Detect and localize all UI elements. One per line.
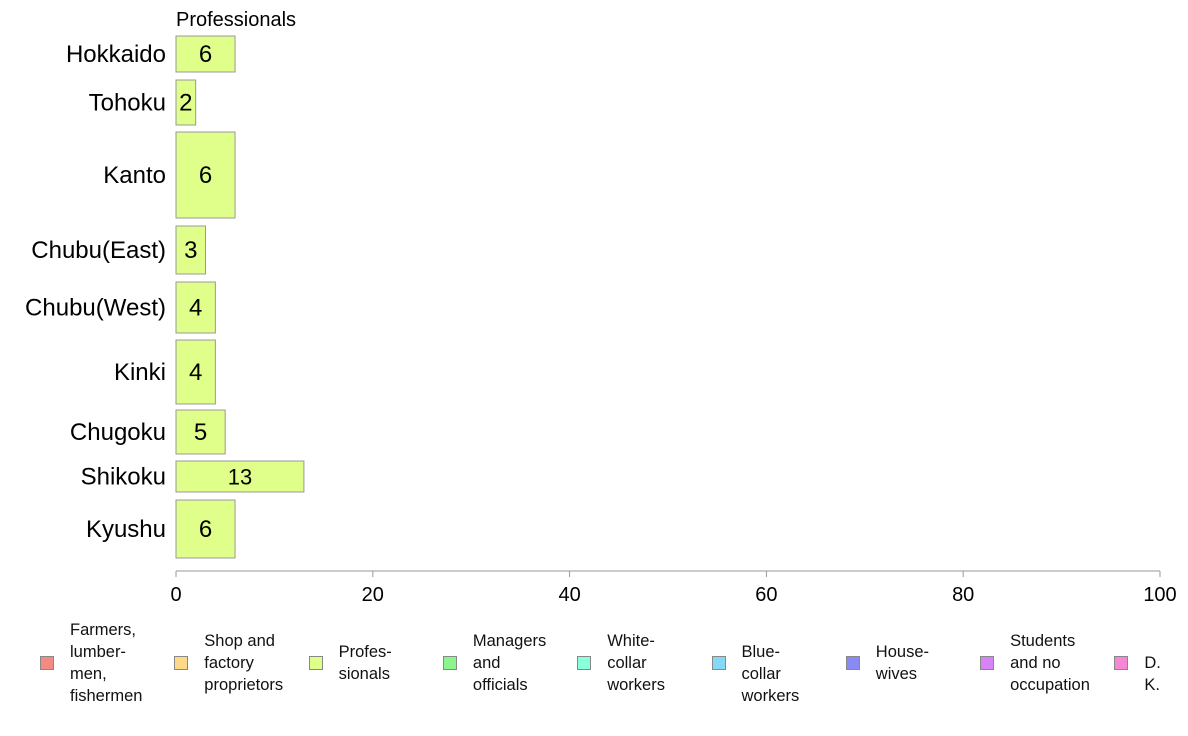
category-label: Chubu(West)	[25, 295, 166, 322]
legend-label: Students and no occupation	[1010, 632, 1090, 694]
category-label: Shikoku	[81, 464, 166, 491]
bar-value-label: 5	[194, 419, 207, 446]
bar-value-label: 4	[189, 295, 202, 322]
legend-swatch	[711, 656, 726, 670]
legend-label: Profes- sionals	[338, 643, 392, 683]
bar-value-label: 2	[179, 90, 192, 117]
bar-chugoku	[175, 409, 226, 455]
x-tick-label: 0	[170, 584, 181, 606]
legend-label: White- collar workers	[607, 632, 665, 694]
bar-chart: Professionals Hokkaido 6 Tohoku 2 Kanto 6 Chub…	[25, 9, 1177, 606]
legend-label: Shop and factory proprietors	[204, 632, 284, 694]
legend-label: Managers and officials	[472, 632, 547, 694]
bar-chubu-west	[175, 281, 216, 334]
bar-value-label: 6	[199, 162, 212, 189]
legend-swatch	[845, 656, 860, 670]
legend-swatch	[40, 656, 54, 670]
category-label: Chubu(East)	[31, 237, 166, 264]
category-label: Kinki	[114, 359, 166, 386]
bar-value-label: 6	[199, 41, 212, 68]
x-axis: 0 20 40 60 80 100	[170, 570, 1177, 606]
category-label: Kyushu	[86, 516, 166, 543]
legend-label: Farmers, lumber- men, fishermen	[70, 621, 143, 705]
x-tick-label: 20	[362, 584, 384, 606]
bar-tohoku	[175, 79, 197, 126]
legend-swatch	[577, 656, 592, 670]
bar-value-label: 3	[184, 237, 197, 264]
x-tick-label: 40	[558, 584, 580, 606]
category-label: Hokkaido	[66, 41, 166, 68]
category-label: Tohoku	[89, 90, 166, 117]
bar-value-label: 6	[199, 516, 212, 543]
bar-kyushu	[175, 499, 236, 559]
bar-shikoku	[175, 460, 305, 493]
bars-layer: Hokkaido 6 Tohoku 2 Kanto 6 Chubu(East) 3 Chubu(…	[25, 35, 305, 559]
legend-swatch	[308, 656, 323, 670]
x-tick-label: 80	[952, 584, 974, 606]
legend-swatch	[174, 656, 189, 670]
category-label: Chugoku	[70, 419, 166, 446]
bar-kanto	[175, 131, 236, 219]
chart-title: Professionals	[176, 9, 296, 31]
x-tick-label: 60	[755, 584, 777, 606]
legend-swatch	[442, 656, 457, 670]
x-tick-label: 100	[1143, 584, 1176, 606]
bar-kinki	[175, 339, 216, 405]
bar-chubu-east	[175, 225, 207, 275]
legend: Farmers, lumber- men, fishermen Shop and …	[0, 618, 1188, 728]
legend-label: Blue-collar workers	[741, 643, 800, 705]
category-label: Kanto	[103, 162, 166, 189]
bar-value-label: 13	[228, 465, 252, 490]
bar-hokkaido	[175, 35, 236, 73]
bar-value-label: 4	[189, 359, 202, 386]
legend-label: D. K.	[1144, 654, 1161, 694]
legend-label: House- wives	[875, 643, 929, 683]
legend-swatch	[1114, 656, 1129, 670]
legend-swatch	[980, 656, 995, 670]
